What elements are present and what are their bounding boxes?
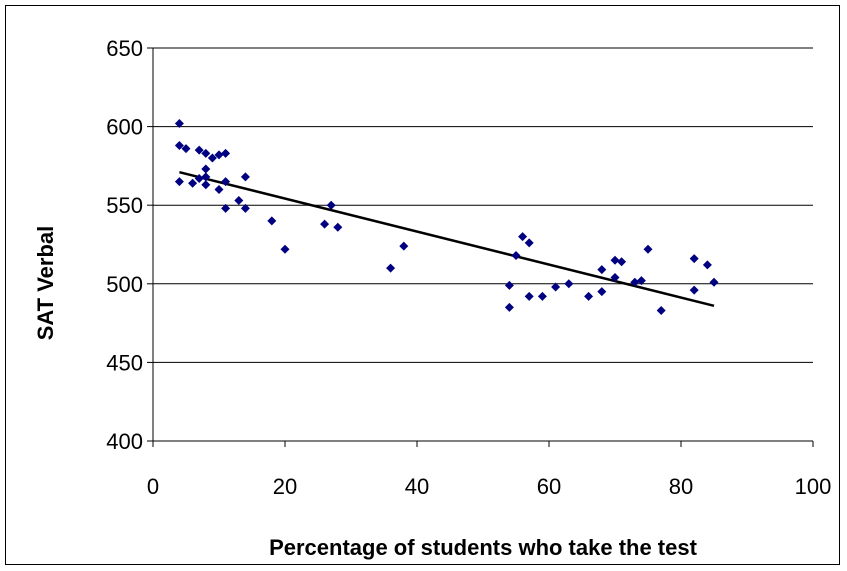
data-point	[504, 302, 514, 312]
data-point	[194, 173, 204, 183]
data-point	[386, 263, 396, 273]
data-point	[326, 200, 336, 210]
data-point	[174, 140, 184, 150]
data-point	[320, 219, 330, 229]
data-point	[174, 118, 184, 128]
data-point	[689, 285, 699, 295]
y-tick-label: 400	[106, 429, 143, 454]
x-tick-label: 80	[669, 474, 693, 499]
data-points	[174, 118, 719, 316]
data-point	[214, 184, 224, 194]
data-point	[221, 148, 231, 158]
data-point	[221, 203, 231, 213]
trendline-layer	[179, 170, 715, 308]
data-point	[240, 203, 250, 213]
trendline	[179, 170, 715, 308]
x-tick-label: 100	[795, 474, 832, 499]
data-point	[702, 260, 712, 270]
data-point	[333, 222, 343, 232]
data-point	[610, 273, 620, 283]
data-point	[630, 277, 640, 287]
data-point	[234, 195, 244, 205]
data-point	[188, 178, 198, 188]
data-point	[511, 251, 521, 261]
data-point	[214, 150, 224, 160]
data-point	[537, 291, 547, 301]
y-axis-title: SAT Verbal	[33, 226, 58, 341]
data-point	[201, 164, 211, 174]
y-tick-label: 450	[106, 350, 143, 375]
y-tick-label: 500	[106, 272, 143, 297]
data-point	[280, 244, 290, 254]
gridlines	[153, 47, 813, 363]
data-point	[610, 255, 620, 265]
data-point	[221, 177, 231, 187]
data-point	[518, 232, 528, 242]
x-tick-label: 20	[273, 474, 297, 499]
data-point	[399, 241, 409, 251]
data-point	[689, 254, 699, 264]
data-point	[201, 172, 211, 182]
x-tick-label: 0	[147, 474, 159, 499]
data-point	[201, 148, 211, 158]
data-point	[564, 279, 574, 289]
data-point	[597, 265, 607, 275]
y-tick-label: 600	[106, 115, 143, 140]
data-point	[207, 153, 217, 163]
x-axis-title: Percentage of students who take the test	[269, 535, 698, 560]
chart-frame	[5, 5, 840, 565]
data-point	[267, 216, 277, 226]
x-tick-label: 60	[537, 474, 561, 499]
axes	[147, 47, 814, 447]
data-point	[636, 276, 646, 286]
x-tick-label: 40	[405, 474, 429, 499]
data-point	[201, 180, 211, 190]
data-point	[181, 144, 191, 154]
data-point	[174, 177, 184, 187]
y-tick-label: 550	[106, 193, 143, 218]
data-point	[524, 238, 534, 248]
tick-labels: 400 450 500 550 600 650 0 20 40 60 80 100	[106, 36, 831, 499]
data-point	[656, 306, 666, 316]
data-point	[504, 280, 514, 290]
data-point	[240, 172, 250, 182]
data-point	[597, 287, 607, 297]
data-point	[617, 257, 627, 267]
data-point	[551, 282, 561, 292]
y-tick-label: 650	[106, 36, 143, 61]
data-point	[524, 291, 534, 301]
data-point	[194, 145, 204, 155]
data-point	[584, 291, 594, 301]
data-point	[643, 244, 653, 254]
data-point	[709, 277, 719, 287]
